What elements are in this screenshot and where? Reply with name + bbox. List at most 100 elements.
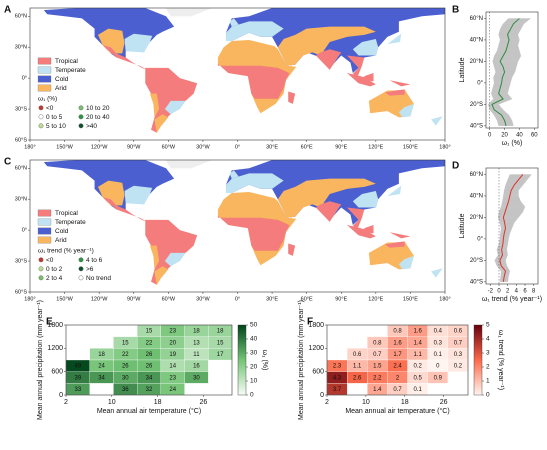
legend-swatch [37,227,52,235]
legend-label: Arid [55,85,67,92]
cell-value: 20 [169,340,176,346]
legend-label: Cold [55,228,69,235]
cell-value: 26 [122,364,129,370]
y-tick-label: 0 [59,392,63,399]
uncertainty-band [492,61,519,67]
legend-marker [38,105,44,111]
cell-value: 2 [396,375,400,381]
x-tick-label: 90°E [335,296,347,302]
legend-marker [38,114,44,120]
legend-label: Tropical [55,210,78,217]
profile-line [499,174,524,282]
cell-value: 0.7 [373,352,382,358]
colorbar-tick-label: 4 [486,336,490,343]
cell-value: 30 [193,375,200,381]
x-tick-label: 30°W [196,144,210,150]
cell-value: 11 [193,352,200,358]
cell-value: 2.6 [353,375,362,381]
panel-label: F [307,317,313,328]
cell-value: 36 [122,387,129,393]
x-tick-label: 40 [516,133,523,139]
x-tick-label: 30°E [266,296,278,302]
legend-label: Cold [55,76,69,83]
x-axis-label: Mean annual air temperature (°C) [345,407,449,415]
cell-value: 18 [217,329,224,335]
x-tick-label: 150°E [403,144,418,150]
x-tick-label: 120°W [91,144,108,150]
uncertainty-band [502,195,521,202]
plot-frame [65,324,233,396]
colorbar-tick-label: 20 [250,364,258,371]
cell-value: 0.6 [454,329,463,335]
x-tick-label: 8 [532,289,536,295]
cell-value: 16 [193,364,200,370]
cell-value: 0 [436,364,440,370]
y-axis-label: Latitude [459,57,466,82]
colorbar-tick-label: 0 [250,392,254,399]
x-tick-label: 120°E [368,296,383,302]
legend-label: 0 to 2 [46,266,63,273]
y-tick-label: 20°S [470,102,483,108]
cell-value: 15 [122,340,129,346]
uncertainty-band [487,98,513,105]
legend-marker [38,257,44,263]
x-tick-label: 180° [24,144,35,150]
cell-value: 23 [169,375,176,381]
colorbar-tick-label: 10 [250,378,258,385]
cell-value: 18 [193,329,200,335]
x-tick-label: 90°W [127,144,141,150]
uncertainty-band [489,109,510,116]
uncertainty-band [507,174,532,180]
x-tick-label: 150°W [56,296,73,302]
uncertainty-band [488,104,504,110]
legend-label: Tropical [55,58,78,65]
x-axis-label: Mean annual air temperature (°C) [97,407,201,415]
legend-swatch [37,218,52,226]
y-tick-label: 60°N [470,16,483,22]
x-tick-label: 180° [439,144,450,150]
y-tick-label: 40°S [470,279,483,285]
y-tick-label: 1200 [308,345,324,352]
y-tick-label: 30°S [15,259,27,265]
y-tick-label: 30°N [15,45,27,51]
uncertainty-band [492,55,522,62]
uncertainty-band [500,227,513,234]
land-map [43,160,445,285]
x-tick-label: 180° [439,296,450,302]
x-tick-label: 10 [108,399,116,406]
legend-marker [78,275,84,281]
y-tick-label: 40°N [470,194,483,200]
colorbar-label: ω₁ (%) [261,350,268,371]
legend-marker [38,275,44,281]
cell-value: 19 [169,352,176,358]
x-tick-label: 2 [64,399,68,406]
y-tick-label: 60°S [15,289,27,295]
y-tick-label: 60°N [15,166,27,172]
heat-cell [184,371,209,384]
uncertainty-band [497,211,524,218]
colorbar-tick-label: 40 [250,336,258,343]
cell-value: 1.6 [393,340,402,346]
cell-value: 22 [146,340,153,346]
legend-label: No trend [86,275,111,282]
legend-marker [78,105,84,111]
cell-value: 15 [217,340,224,346]
colorbar-tick-label: 1 [486,378,490,385]
panel-label: A [4,5,11,16]
colorbar-tick-label: 2 [486,364,490,371]
legend-title: ω₁ trend (% year⁻¹) [38,248,94,255]
uncertainty-band [493,66,517,73]
panel-label: B [452,5,459,16]
cell-value: 0.1 [413,387,422,393]
legend-marker [78,114,84,120]
cell-value: 1.1 [413,352,422,358]
x-tick-label: 18 [401,399,409,406]
x-axis-label: ω₁ trend (% year⁻¹) [482,296,542,303]
colorbar-tick-label: 50 [250,322,258,329]
profile-line [491,18,520,126]
legend-title: ω₁ (%) [38,96,57,103]
cell-value: 30 [122,375,129,381]
y-tick-label: 1200 [47,345,63,352]
legend-label: 10 to 20 [86,105,110,112]
